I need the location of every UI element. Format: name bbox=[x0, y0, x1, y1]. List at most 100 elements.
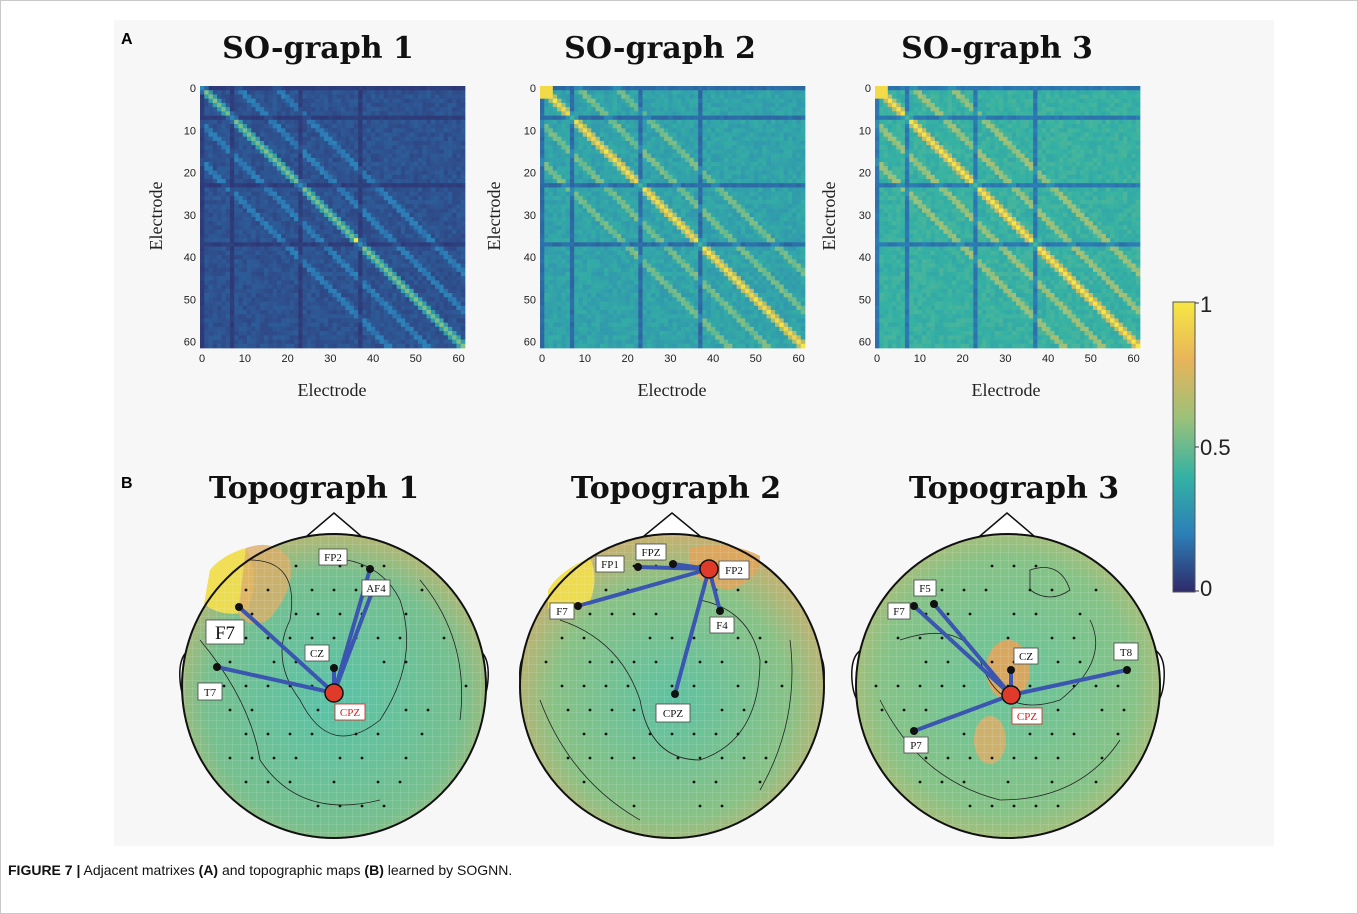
matrix-cell bbox=[379, 187, 385, 192]
matrix-cell bbox=[242, 162, 248, 167]
matrix-cell bbox=[587, 107, 592, 112]
matrix-cell bbox=[238, 212, 244, 218]
matrix-cell bbox=[285, 246, 291, 252]
matrix-cell bbox=[208, 183, 214, 188]
matrix-cell bbox=[323, 208, 329, 214]
matrix-cell bbox=[358, 314, 363, 319]
matrix-cell bbox=[732, 153, 737, 159]
matrix-cell bbox=[587, 119, 592, 125]
matrix-cell bbox=[264, 255, 269, 260]
matrix-cell bbox=[200, 178, 205, 184]
matrix-cell bbox=[221, 212, 226, 218]
matrix-cell bbox=[362, 208, 368, 214]
matrix-cell bbox=[225, 107, 231, 112]
matrix-cell bbox=[659, 136, 665, 142]
matrix-cell bbox=[443, 128, 449, 133]
matrix-cell bbox=[405, 132, 410, 138]
matrix-cell bbox=[552, 107, 558, 112]
matrix-cell bbox=[409, 119, 415, 125]
matrix-cell bbox=[460, 233, 466, 239]
matrix-cell bbox=[646, 115, 652, 121]
matrix-cell bbox=[723, 140, 729, 146]
matrix-cell bbox=[379, 225, 385, 231]
matrix-cell bbox=[332, 124, 338, 129]
matrix-cell bbox=[259, 288, 265, 294]
matrix-cell bbox=[642, 149, 648, 154]
matrix-cell bbox=[217, 335, 222, 340]
matrix-cell bbox=[247, 86, 252, 91]
matrix-cell bbox=[443, 326, 449, 332]
matrix-cell bbox=[392, 318, 397, 323]
matrix-cell bbox=[587, 86, 592, 91]
matrix-cell bbox=[362, 94, 368, 100]
matrix-cell bbox=[328, 111, 333, 116]
matrix-cell bbox=[753, 90, 759, 95]
matrix-cell bbox=[204, 132, 209, 138]
matrix-cell bbox=[426, 128, 432, 133]
matrix-cell bbox=[396, 111, 402, 116]
matrix-cell bbox=[366, 276, 372, 281]
matrix-cell bbox=[642, 90, 648, 95]
matrix-cell bbox=[251, 162, 256, 167]
matrix-cell bbox=[328, 305, 333, 311]
matrix-cell bbox=[238, 115, 244, 121]
matrix-cell bbox=[702, 124, 708, 129]
matrix-cell bbox=[221, 263, 226, 269]
matrix-cell bbox=[456, 305, 462, 311]
matrix-cell bbox=[345, 293, 350, 298]
matrix-cell bbox=[349, 191, 355, 197]
matrix-cell bbox=[242, 331, 248, 336]
matrix-cell bbox=[259, 238, 265, 243]
matrix-cell bbox=[375, 145, 380, 150]
matrix-cell bbox=[621, 115, 626, 121]
matrix-cell bbox=[328, 195, 333, 201]
matrix-cell bbox=[336, 217, 342, 222]
matrix-cell bbox=[417, 267, 423, 273]
matrix-cell bbox=[745, 98, 750, 104]
matrix-cell bbox=[396, 331, 402, 336]
matrix-cell bbox=[439, 225, 444, 231]
matrix-cell bbox=[289, 259, 295, 264]
matrix-cell bbox=[685, 94, 690, 100]
matrix-cell bbox=[388, 339, 393, 345]
matrix-cell bbox=[341, 259, 346, 264]
matrix-cell bbox=[655, 128, 661, 133]
matrix-cell bbox=[268, 225, 274, 231]
matrix-cell bbox=[435, 149, 440, 154]
matrix-cell bbox=[281, 267, 286, 273]
matrix-cell bbox=[289, 221, 295, 226]
matrix-cell bbox=[388, 195, 393, 201]
matrix-cell bbox=[311, 132, 316, 138]
matrix-cell bbox=[663, 157, 669, 163]
matrix-cell bbox=[306, 318, 312, 323]
matrix-cell bbox=[238, 339, 244, 345]
matrix-cell bbox=[238, 166, 244, 171]
matrix-cell bbox=[294, 136, 299, 142]
matrix-cell bbox=[698, 140, 703, 146]
matrix-cell bbox=[353, 111, 359, 116]
matrix-cell bbox=[405, 280, 410, 285]
matrix-cell bbox=[621, 86, 626, 91]
matrix-cell bbox=[255, 314, 261, 319]
matrix-cell bbox=[740, 90, 746, 95]
matrix-cell bbox=[234, 246, 239, 252]
matrix-cell bbox=[460, 242, 466, 247]
matrix-cell bbox=[430, 326, 436, 332]
matrix-cell bbox=[332, 208, 338, 214]
matrix-cell bbox=[435, 246, 440, 252]
matrix-cell bbox=[345, 111, 350, 116]
matrix-cell bbox=[565, 162, 571, 167]
matrix-cell bbox=[251, 255, 256, 260]
matrix-cell bbox=[212, 149, 218, 154]
matrix-cell bbox=[693, 124, 699, 129]
matrix-cell bbox=[452, 314, 457, 319]
matrix-cell bbox=[225, 263, 231, 269]
matrix-cell bbox=[392, 305, 397, 311]
matrix-cell bbox=[417, 212, 423, 218]
matrix-cell bbox=[375, 318, 380, 323]
matrix-cell bbox=[409, 145, 415, 150]
matrix-cell bbox=[345, 170, 350, 176]
matrix-cell bbox=[225, 301, 231, 307]
matrix-cell bbox=[366, 293, 372, 298]
matrix-cell bbox=[328, 271, 333, 277]
